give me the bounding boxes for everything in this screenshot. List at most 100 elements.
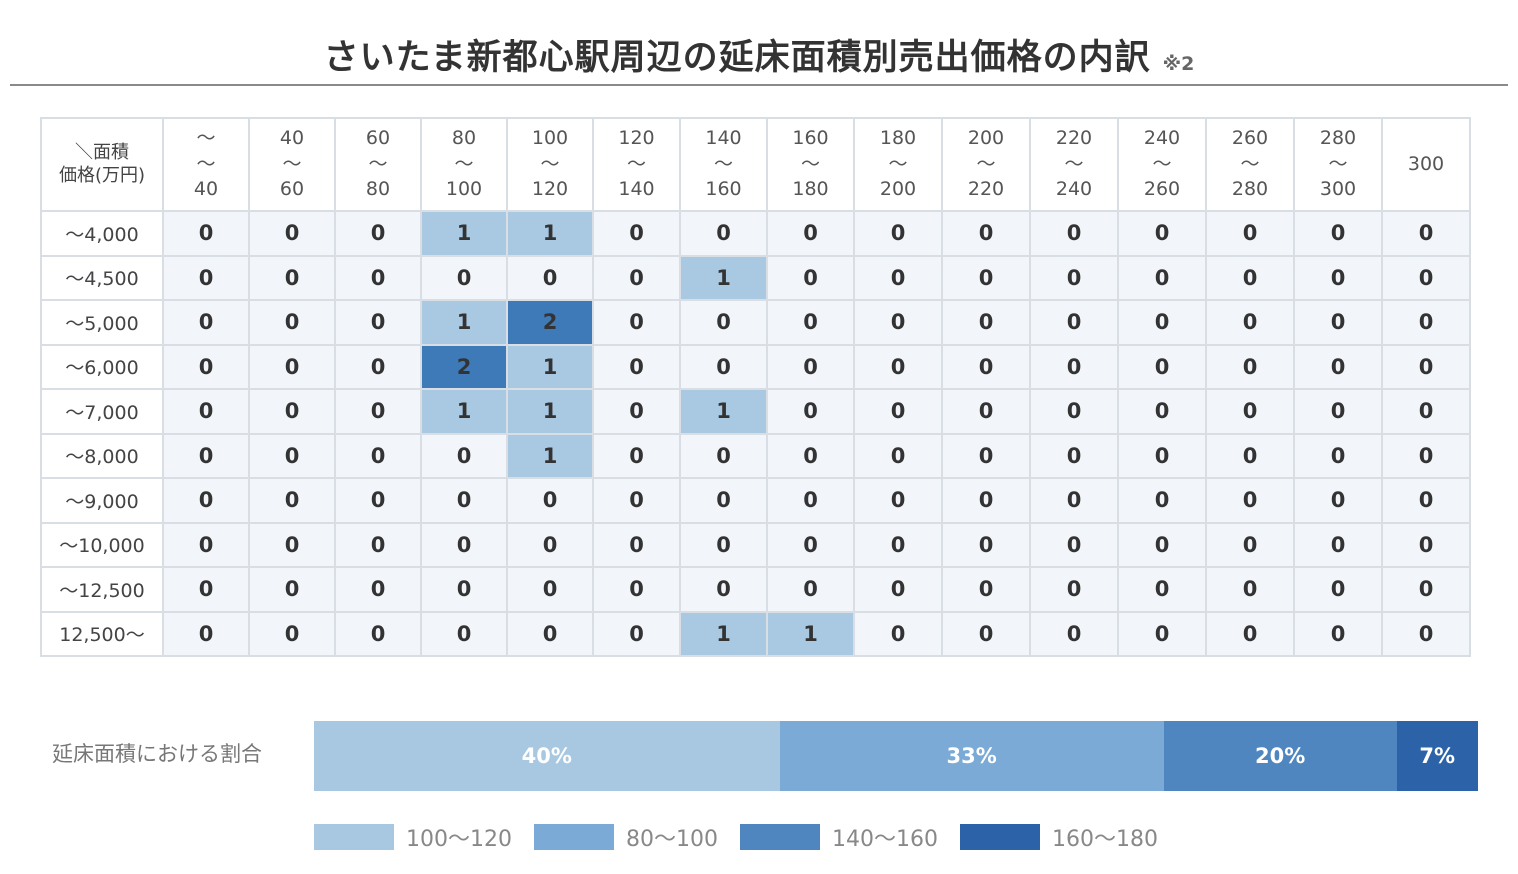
column-header-bottom: 300 [1319, 178, 1357, 201]
column-header: 100 ～ 120 [506, 117, 594, 212]
column-header-top: 40 [279, 127, 305, 150]
heatmap-cell: 0 [162, 299, 250, 346]
heatmap-cell: 1 [420, 388, 508, 435]
heatmap-cell: 0 [941, 477, 1031, 524]
row-header: ～6,000 [40, 343, 164, 390]
heatmap-cell: 0 [334, 254, 422, 301]
column-header: 220 ～ 240 [1029, 117, 1119, 212]
heatmap-cell: 0 [248, 388, 336, 435]
header-row: ＼面積 価格(万円) ～～ 40 40 ～ 60 60 ～ 80 80 ～ 100 100 ～ 120 12… [40, 117, 1471, 212]
table-row: ～4,500 0 0 0 0 0 0 1 0 0 0 0 0 0 0 0 [40, 254, 1471, 301]
column-header-bottom: 220 [967, 178, 1005, 201]
heatmap-cell: 0 [592, 610, 681, 657]
heatmap-cell: 0 [1293, 566, 1383, 613]
table-row: ～5,000 0 0 0 1 2 0 0 0 0 0 0 0 0 0 0 [40, 299, 1471, 346]
column-header-separator: ～ [454, 152, 474, 175]
heatmap-cell: 0 [766, 343, 855, 390]
heatmap-cell: 1 [420, 299, 508, 346]
column-header-separator: ～ [1064, 152, 1084, 175]
heatmap-cell: 0 [1293, 477, 1383, 524]
heatmap-cell: 0 [1117, 477, 1207, 524]
column-header-top: 120 [618, 127, 655, 150]
table-row: ～12,500 0 0 0 0 0 0 0 0 0 0 0 0 0 0 0 [40, 566, 1471, 613]
bar-segment-label: 40% [521, 744, 572, 768]
heatmap-cell: 0 [766, 432, 855, 479]
heatmap-cell: 0 [941, 432, 1031, 479]
heatmap-cell: 0 [1117, 210, 1207, 257]
column-header: ～～ 40 [162, 117, 250, 212]
heatmap-cell: 0 [1117, 388, 1207, 435]
column-header-separator: ～ [282, 152, 302, 175]
heatmap-cell: 0 [853, 477, 943, 524]
column-header-separator: ～ [976, 152, 996, 175]
heatmap-cell: 1 [679, 254, 768, 301]
heatmap-cell: 0 [1029, 432, 1119, 479]
heatmap-cell: 0 [766, 388, 855, 435]
column-header-separator: ～ [800, 152, 820, 175]
heatmap-cell: 0 [1117, 432, 1207, 479]
bar-segment: 7% [1396, 721, 1478, 791]
column-header: 200 ～ 220 [941, 117, 1031, 212]
heatmap-cell: 0 [162, 521, 250, 568]
bar-segment: 40% [314, 721, 780, 791]
heatmap-cell: 0 [1293, 210, 1383, 257]
heatmap-cell: 0 [766, 477, 855, 524]
column-header-bottom: 280 [1231, 178, 1269, 201]
column-header-top: 100 [531, 127, 569, 150]
heatmap-cell: 0 [853, 610, 943, 657]
legend-swatch [959, 824, 1040, 850]
corner-header: ＼面積 価格(万円) [40, 117, 164, 212]
heatmap-cell: 0 [420, 521, 508, 568]
legend-label: 140～160 [831, 827, 938, 852]
heatmap-cell: 0 [1029, 210, 1119, 257]
heatmap-cell: 0 [1205, 210, 1295, 257]
heatmap-cell: 0 [420, 566, 508, 613]
heatmap-cell: 0 [1381, 343, 1471, 390]
heatmap-cell: 1 [679, 610, 768, 657]
heatmap-cell: 0 [592, 388, 681, 435]
heatmap-cell: 0 [1293, 610, 1383, 657]
heatmap-cell: 1 [506, 388, 594, 435]
heatmap-cell: 1 [420, 210, 508, 257]
legend-item: 100～120 [314, 821, 512, 853]
table-row: ～9,000 0 0 0 0 0 0 0 0 0 0 0 0 0 0 0 [40, 477, 1471, 524]
heatmap-cell: 0 [162, 343, 250, 390]
table-row: 12,500～ 0 0 0 0 0 0 1 1 0 0 0 0 0 0 0 [40, 610, 1471, 657]
heatmap-cell: 1 [766, 610, 855, 657]
heatmap-cell: 0 [162, 610, 250, 657]
heatmap-cell: 1 [506, 432, 594, 479]
table-row: ～7,000 0 0 0 1 1 0 1 0 0 0 0 0 0 0 0 [40, 388, 1471, 435]
heatmap-cell: 0 [1381, 610, 1471, 657]
heatmap-cell: 0 [1293, 343, 1383, 390]
heatmap-cell: 0 [506, 610, 594, 657]
column-header-bottom: 40 [193, 178, 219, 201]
column-header-bottom: 60 [279, 178, 305, 201]
bar-segment-label: 33% [946, 744, 997, 768]
heatmap-cell: 0 [334, 477, 422, 524]
row-header: 12,500～ [40, 610, 164, 657]
heatmap-cell: 0 [1029, 388, 1119, 435]
column-header-bottom: 180 [792, 178, 829, 201]
heatmap-cell: 0 [766, 210, 855, 257]
heatmap-cell: 0 [162, 566, 250, 613]
heatmap-cell: 0 [248, 254, 336, 301]
heatmap-cell: 0 [248, 610, 336, 657]
heatmap-cell: 0 [334, 388, 422, 435]
heatmap-cell: 0 [1293, 254, 1383, 301]
heatmap-cell: 0 [248, 299, 336, 346]
column-header: 300 [1381, 117, 1471, 212]
table-row: ～4,000 0 0 0 1 1 0 0 0 0 0 0 0 0 0 0 [40, 210, 1471, 257]
heatmap-cell: 0 [1029, 254, 1119, 301]
page-title: さいたま新都心駅周辺の延床面積別売出価格の内訳 [323, 38, 1151, 78]
column-header-top: 160 [792, 127, 829, 150]
heatmap-cell: 0 [679, 210, 768, 257]
legend-label: 100～120 [406, 827, 512, 852]
heatmap-cell: 0 [162, 388, 250, 435]
heatmap-cell: 0 [1205, 521, 1295, 568]
heatmap-cell: 0 [1205, 299, 1295, 346]
title-wrap: さいたま新都心駅周辺の延床面積別売出価格の内訳 ※2 [0, 16, 1518, 76]
column-header: 80 ～ 100 [420, 117, 508, 212]
column-header-separator: ～ [196, 152, 216, 175]
legend-swatch [314, 824, 394, 850]
heatmap-cell: 0 [766, 254, 855, 301]
